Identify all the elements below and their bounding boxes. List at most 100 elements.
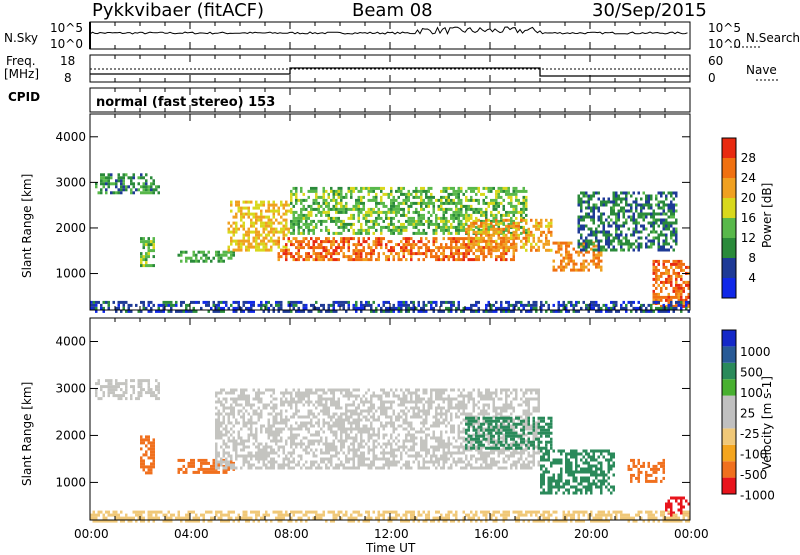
heatmap-cell-5	[335, 199, 338, 202]
heatmap-cell-3	[273, 431, 276, 434]
heatmap-cell-3	[413, 434, 416, 437]
heatmap-cell-4	[455, 252, 458, 255]
heatmap-cell-3	[405, 464, 408, 467]
heatmap-cell-8	[645, 237, 648, 240]
heatmap-cell-0	[108, 176, 111, 179]
heatmap-cell-3	[280, 231, 283, 234]
heatmap-cell-3	[330, 431, 333, 434]
heatmap-cell-5	[378, 223, 381, 226]
heatmap-cell-3	[248, 216, 251, 219]
heatmap-cell-4	[465, 243, 468, 246]
heatmap-cell-8	[653, 219, 656, 222]
heatmap-cell-5	[340, 205, 343, 208]
heatmap-cell-5	[348, 208, 351, 211]
heatmap-cell-2	[223, 251, 226, 254]
heatmap-cell-5	[295, 217, 298, 220]
heatmap-cell-3	[285, 234, 288, 237]
heatmap-cell-5	[355, 199, 358, 202]
heatmap-cell-3	[300, 467, 303, 470]
heatmap-cell-3	[305, 449, 308, 452]
heatmap-cell-3	[303, 464, 306, 467]
heatmap-cell-4	[335, 258, 338, 261]
heatmap-cell-5	[423, 217, 426, 220]
heatmap-cell-3	[458, 395, 461, 398]
heatmap-cell-3	[353, 410, 356, 413]
heatmap-cell-5	[475, 217, 478, 220]
heatmap-cell-5	[373, 226, 376, 229]
heatmap-cell-5	[363, 229, 366, 232]
heatmap-cell-6	[468, 249, 471, 252]
heatmap-cell-8	[630, 195, 633, 198]
heatmap-cell-5	[378, 208, 381, 211]
heatmap-cell-8	[675, 222, 678, 225]
heatmap-cell-5	[505, 214, 508, 217]
heatmap-cell-10	[493, 304, 496, 307]
heatmap-cell-2	[220, 260, 223, 263]
heatmap-cell-4	[373, 243, 376, 246]
heatmap-cell-3	[315, 422, 318, 425]
heatmap-cell-5	[365, 223, 368, 226]
heatmap-cell-8	[663, 249, 666, 252]
heatmap-cell-3	[240, 449, 243, 452]
heatmap-cell-4	[378, 243, 381, 246]
heatmap-cell-4	[348, 243, 351, 246]
heatmap-cell-3	[380, 467, 383, 470]
heatmap-cell-3	[248, 246, 251, 249]
heatmap-cell-4	[325, 246, 328, 249]
heatmap-cell-3	[235, 243, 238, 246]
velocity-heatmap	[90, 379, 690, 522]
heatmap-cell-5	[460, 205, 463, 208]
heatmap-cell-3	[265, 467, 268, 470]
heatmap-cell-8	[653, 237, 656, 240]
heatmap-cell-3	[270, 440, 273, 443]
heatmap-cell-0	[153, 182, 156, 185]
heatmap-cell-2	[193, 254, 196, 257]
heatmap-cell-3	[238, 207, 241, 210]
heatmap-cell-3	[413, 416, 416, 419]
heatmap-cell-3	[265, 216, 268, 219]
heatmap-cell-3	[430, 389, 433, 392]
heatmap-cell-8	[650, 198, 653, 201]
heatmap-cell-5	[330, 187, 333, 190]
heatmap-cell-0	[113, 394, 116, 397]
heatmap-cell-10	[245, 301, 248, 304]
heatmap-cell-8	[675, 210, 678, 213]
heatmap-cell-4	[433, 237, 436, 240]
heatmap-cell-10	[383, 301, 386, 304]
heatmap-cell-4	[438, 246, 441, 249]
heatmap-cell-3	[418, 461, 421, 464]
heatmap-cell-3	[278, 207, 281, 210]
heatmap-cell-3	[328, 467, 331, 470]
heatmap-cell-4	[410, 249, 413, 252]
heatmap-cell-3	[403, 404, 406, 407]
heatmap-cell-5	[373, 187, 376, 190]
heatmap-cell-8	[653, 243, 656, 246]
heatmap-cell-10	[525, 304, 528, 307]
heatmap-cell-8	[673, 240, 676, 243]
heatmap-cell-3	[430, 446, 433, 449]
heatmap-cell-5	[293, 229, 296, 232]
heatmap-cell-3	[375, 455, 378, 458]
heatmap-cell-5	[440, 199, 443, 202]
heatmap-cell-3	[345, 410, 348, 413]
heatmap-cell-10	[495, 307, 498, 310]
heatmap-cell-5	[358, 214, 361, 217]
heatmap-cell-3	[400, 458, 403, 461]
heatmap-cell-3	[438, 413, 441, 416]
heatmap-cell-9	[680, 275, 683, 278]
heatmap-cell-3	[365, 419, 368, 422]
heatmap-cell-3	[320, 437, 323, 440]
heatmap-cell-10	[643, 304, 646, 307]
heatmap-cell-3	[240, 455, 243, 458]
heatmap-cell-1	[150, 453, 153, 456]
heatmap-cell-0	[95, 185, 98, 188]
heatmap-cell-8	[665, 222, 668, 225]
heatmap-cell-3	[418, 413, 421, 416]
heatmap-cell-7	[593, 254, 596, 257]
heatmap-cell-3	[298, 392, 301, 395]
heatmap-cell-0	[120, 188, 123, 191]
heatmap-cell-5	[398, 196, 401, 199]
heatmap-cell-9	[668, 272, 671, 275]
heatmap-cell-3	[273, 210, 276, 213]
heatmap-cell-4	[415, 252, 418, 255]
